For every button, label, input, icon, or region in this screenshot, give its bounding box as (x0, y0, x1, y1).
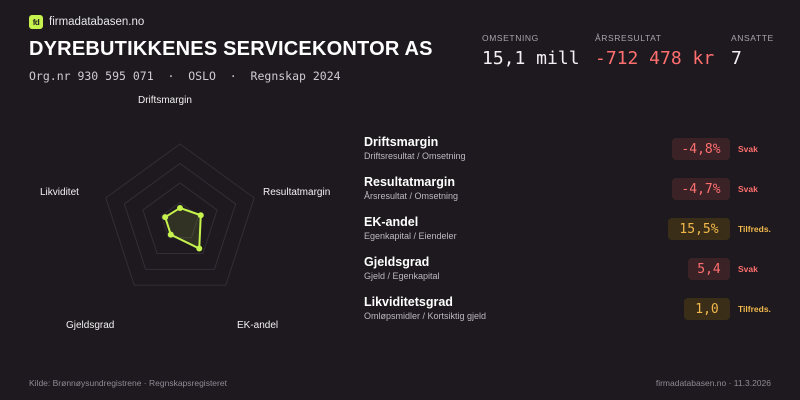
metrics-list: Driftsmargin Driftsresultat / Omsetning … (364, 135, 784, 335)
footer-site-date[interactable]: firmadatabasen.no · 11.3.2026 (655, 378, 771, 388)
radar-label-likviditet: Likviditet (40, 187, 79, 198)
metric-rating: Svak (738, 144, 758, 154)
stat-value: 15,1 mill (482, 48, 580, 69)
metric-row-gjeldsgrad: Gjeldsgrad Gjeld / Egenkapital 5,4 Svak (364, 255, 784, 295)
metric-value-badge: 1,0 (684, 298, 730, 320)
radar-point-likviditet (162, 214, 169, 221)
radar-point-resultatmargin (197, 212, 204, 219)
metric-desc: Gjeld / Egenkapital (364, 271, 440, 281)
radar-point-ek-andel (196, 245, 203, 252)
metric-desc: Omløpsmidler / Kortsiktig gjeld (364, 311, 487, 321)
stat-omsetning: OMSETNING 15,1 mill (482, 33, 580, 69)
stat-value: -712 478 kr (595, 48, 715, 69)
metric-value-badge: 15,5% (668, 218, 730, 240)
metric-row-resultatmargin: Resultatmargin Årsresultat / Omsetning -… (364, 175, 784, 215)
metric-rating: Svak (738, 184, 758, 194)
brand: fd firmadatabasen.no (29, 15, 144, 29)
metric-name: EK-andel (364, 215, 419, 229)
stat-ansatte: ANSATTE 7 (731, 33, 774, 69)
metric-name: Resultatmargin (364, 175, 455, 189)
radar-point-gjeldsgrad (167, 231, 174, 238)
stat-label: ÅRSRESULTAT (595, 33, 662, 43)
radar-label-gjeldsgrad: Gjeldsgrad (66, 320, 115, 331)
radar-point-driftsmargin (177, 204, 183, 211)
metric-desc: Egenkapital / Eiendeler (364, 231, 457, 241)
metric-desc: Driftsresultat / Omsetning (364, 151, 466, 161)
radar-grid-ring (105, 143, 255, 286)
metric-name: Gjeldsgrad (364, 255, 430, 269)
metric-name: Likviditetsgrad (364, 295, 453, 309)
radar-data-shape (163, 206, 202, 251)
radar-label-resultatmargin: Resultatmargin (263, 187, 331, 198)
radar-label-ek-andel: EK-andel (237, 320, 279, 331)
metric-rating: Tilfreds. (738, 304, 771, 314)
metric-row-driftsmargin: Driftsmargin Driftsresultat / Omsetning … (364, 135, 784, 175)
radar-grid-ring (123, 162, 237, 270)
radar-chart: Driftsmargin Resultatmargin EK-andel Gje… (0, 90, 360, 350)
stat-label: OMSETNING (482, 33, 539, 43)
brand-logo-icon: fd (29, 15, 43, 29)
brand-name[interactable]: firmadatabasen.no (49, 16, 145, 28)
metric-row-ek-andel: EK-andel Egenkapital / Eiendeler 15,5% T… (364, 215, 784, 255)
metric-desc: Årsresultat / Omsetning (364, 191, 459, 201)
footer-source: Kilde: Brønnøysundregistrene · Regnskaps… (29, 378, 227, 388)
metric-rating: Tilfreds. (738, 224, 771, 234)
metric-value-badge: 5,4 (688, 258, 730, 280)
stat-label: ANSATTE (731, 33, 774, 43)
metric-rating: Svak (738, 264, 758, 274)
metric-value-badge: -4,8% (672, 138, 730, 160)
metric-value-badge: -4,7% (672, 178, 730, 200)
metric-row-likviditetsgrad: Likviditetsgrad Omløpsmidler / Kortsikti… (364, 295, 784, 335)
stat-value: 7 (731, 48, 742, 69)
radar-label-driftsmargin: Driftsmargin (138, 95, 192, 106)
metric-name: Driftsmargin (364, 135, 439, 149)
company-title: DYREBUTIKKENES SERVICEKONTOR AS (29, 38, 433, 60)
company-subtitle: Org.nr 930 595 071 · OSLO · Regnskap 202… (29, 69, 341, 83)
radar-svg (105, 143, 255, 286)
radar-grid-ring (142, 182, 218, 255)
stat-arsresultat: ÅRSRESULTAT -712 478 kr (595, 33, 714, 69)
